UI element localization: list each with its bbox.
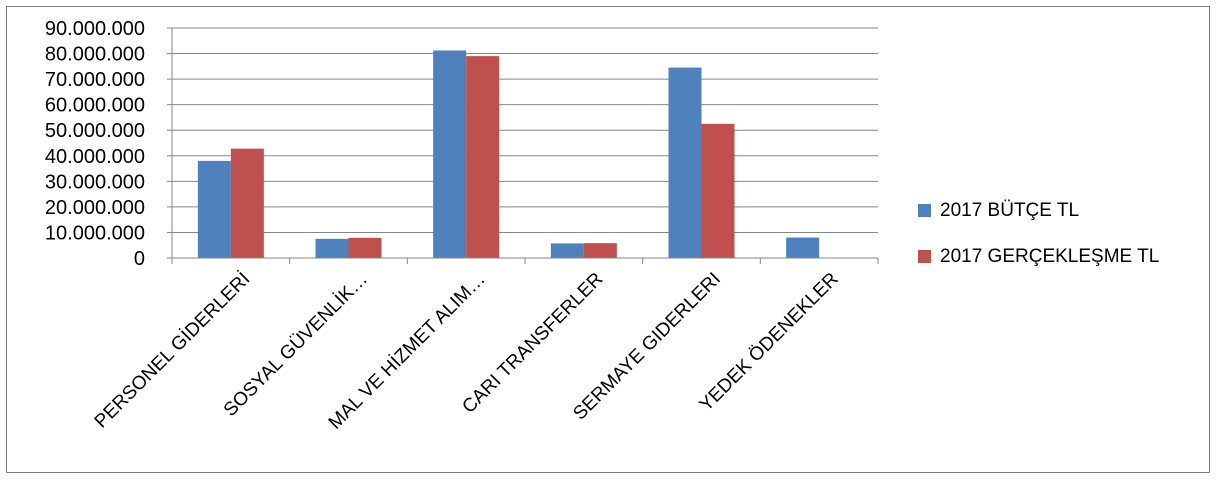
- bar-gerceklesme-1: [348, 237, 382, 258]
- bars: [197, 50, 820, 258]
- y-tick-label: 10.000.000: [45, 222, 145, 244]
- bar-gerceklesme-4: [701, 123, 735, 258]
- y-tick-label: 40.000.000: [45, 146, 145, 168]
- y-tick-label: 30.000.000: [45, 171, 145, 193]
- y-tick-label: 80.000.000: [45, 44, 145, 66]
- bar-butce-5: [786, 237, 820, 258]
- y-tick-label: 50.000.000: [45, 120, 145, 142]
- legend-swatch-1: [918, 250, 931, 263]
- bar-butce-2: [433, 50, 467, 258]
- gridlines: [167, 27, 878, 259]
- legend-label-0: 2017 BÜTÇE TL: [940, 200, 1079, 221]
- y-tick-label: 60.000.000: [45, 95, 145, 117]
- legend-label-1: 2017 GERÇEKLEŞME TL: [940, 246, 1159, 267]
- y-tick-label: 20.000.000: [45, 197, 145, 219]
- legend-swatch-0: [918, 204, 931, 217]
- y-tick-label: 70.000.000: [45, 69, 145, 91]
- bar-gerceklesme-0: [230, 148, 264, 258]
- y-tick-label: 0: [134, 248, 145, 270]
- bar-butce-1: [315, 238, 349, 258]
- legend: 2017 BÜTÇE TL 2017 GERÇEKLEŞME TL: [918, 200, 1159, 267]
- bar-butce-4: [668, 67, 702, 258]
- bar-gerceklesme-3: [583, 243, 617, 258]
- y-tick-label: 90.000.000: [45, 18, 145, 40]
- bar-butce-3: [550, 243, 584, 258]
- y-tick-labels: 0 10.000.000 20.000.000 30.000.000 40.000.00…: [45, 18, 145, 270]
- bar-gerceklesme-2: [466, 56, 500, 258]
- bar-butce-0: [197, 160, 231, 258]
- axes: [171, 28, 879, 264]
